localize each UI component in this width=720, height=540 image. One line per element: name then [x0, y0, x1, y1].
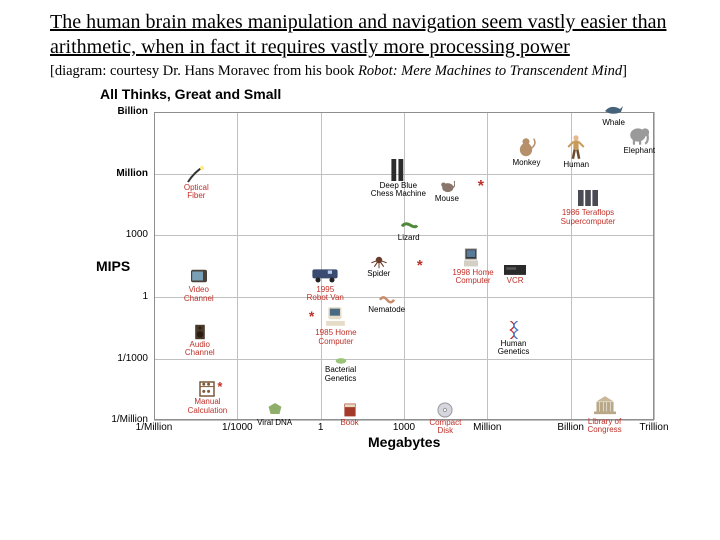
- chart-item-label: Nematode: [368, 306, 405, 314]
- loc-icon: [594, 395, 616, 417]
- credit-prefix: [diagram: courtesy Dr. Hans Moravec from…: [50, 63, 358, 79]
- trajectory-star-icon: *: [309, 308, 314, 324]
- diagram-credit: [diagram: courtesy Dr. Hans Moravec from…: [50, 62, 680, 80]
- trajectory-star-icon: *: [478, 178, 484, 196]
- virus-icon: [267, 402, 283, 418]
- x-tick-label: 1000: [384, 422, 424, 433]
- chart-item-label: Elephant: [624, 147, 656, 155]
- gridline-v: [237, 112, 238, 420]
- chart-item-label: Mouse: [435, 195, 459, 203]
- chart-item-label: HumanGenetics: [498, 340, 530, 357]
- x-axis-title: Megabytes: [368, 434, 440, 450]
- elephant-icon: [628, 124, 650, 146]
- x-tick-label: Million: [467, 422, 507, 433]
- y-tick-label: 1000: [96, 229, 148, 240]
- pc98-icon: [463, 248, 483, 268]
- chart-title: All Thinks, Great and Small: [100, 86, 281, 102]
- gridline-v: [404, 112, 405, 420]
- gridline-v: [154, 112, 155, 420]
- cd-icon: [437, 402, 453, 418]
- gridline-h: [154, 420, 654, 421]
- credit-title: Robot: Mere Machines to Transcendent Min…: [358, 63, 622, 79]
- chart-item-optical-fiber: OpticalFiber: [184, 165, 209, 201]
- y-tick-label: Million: [96, 168, 148, 179]
- speaker-icon: [192, 324, 208, 340]
- y-tick-label: 1/Million: [96, 414, 148, 425]
- chart-item-label: Deep BlueChess Machine: [371, 182, 426, 199]
- chart-item-mouse: Mouse: [435, 178, 459, 203]
- y-axis-title: MIPS: [96, 258, 130, 274]
- y-tick-label: 1/1000: [96, 353, 148, 364]
- chart-item-label: VCR: [507, 277, 524, 285]
- tv-icon: [190, 267, 208, 285]
- page-heading: The human brain makes manipulation and n…: [50, 10, 680, 60]
- x-tick-label: Billion: [551, 422, 591, 433]
- chart-item-compact-disk: CompactDisk: [429, 402, 461, 436]
- credit-suffix: ]: [622, 63, 627, 79]
- chart-item-bacterial-genetics: BacterialGenetics: [325, 356, 357, 384]
- chart-item-label: Spider: [367, 270, 390, 278]
- x-tick-label: Trillion: [634, 422, 674, 433]
- van-icon: [311, 266, 339, 284]
- pc85-icon: [325, 306, 347, 328]
- gridline-v: [487, 112, 488, 420]
- chart-item-human: Human: [563, 134, 589, 169]
- chart-item-supercomputer: 1986 TeraflopsSupercomputer: [561, 188, 616, 226]
- y-tick-label: 1: [96, 291, 148, 302]
- chart: All Thinks, Great and Small MIPS Optical…: [96, 86, 676, 462]
- x-tick-label: 1: [301, 422, 341, 433]
- trajectory-star-icon: *: [417, 257, 423, 274]
- chart-item-spider: Spider: [367, 251, 390, 278]
- gridline-v: [654, 112, 655, 420]
- chart-item-nematode: Nematode: [368, 295, 405, 314]
- x-tick-label: 1/1000: [217, 422, 257, 433]
- chart-item-vcr: VCR: [504, 265, 526, 285]
- dna-icon: [505, 321, 523, 339]
- chart-item-human-genetics: HumanGenetics: [498, 321, 530, 357]
- gridline-v: [571, 112, 572, 420]
- super-icon: [578, 188, 598, 208]
- gridline-v: [321, 112, 322, 420]
- lizard-icon: [400, 220, 418, 233]
- chart-item-monkey: Monkey: [512, 136, 540, 167]
- chart-item-label: AudioChannel: [185, 341, 215, 358]
- chart-item-label: Monkey: [512, 159, 540, 167]
- book-icon: [342, 402, 358, 418]
- chart-item-book: Book: [340, 402, 358, 427]
- chart-item-label: BacterialGenetics: [325, 366, 357, 383]
- chart-item-label: VideoChannel: [184, 286, 214, 303]
- chart-item-label: ManualCalculation: [188, 398, 228, 415]
- chart-item-label: CompactDisk: [429, 419, 461, 436]
- chart-item-label: OpticalFiber: [184, 184, 209, 201]
- chart-item-label: Whale: [602, 119, 625, 127]
- chart-item-audio-channel: AudioChannel: [185, 324, 215, 358]
- chart-item-library-congress: Library ofCongress: [587, 395, 621, 435]
- chart-item-label: 1995Robot Van: [307, 286, 344, 303]
- chart-item-label: Human: [563, 161, 589, 169]
- deepblue-icon: [387, 159, 409, 181]
- chart-plot-area: OpticalFiber Deep BlueChess Machine Mouse M…: [154, 112, 654, 420]
- y-tick-label: Billion: [96, 106, 148, 117]
- spider-icon: [370, 251, 388, 269]
- bact-icon: [334, 356, 348, 366]
- monkey-icon: [515, 136, 537, 158]
- human-icon: [563, 134, 589, 160]
- chart-item-label: 1986 TeraflopsSupercomputer: [561, 209, 616, 226]
- abacus-icon: [199, 381, 215, 397]
- mouse-icon: [439, 178, 455, 194]
- vcr-icon: [504, 265, 526, 276]
- chart-item-elephant: Elephant: [624, 124, 656, 155]
- trajectory-star-icon: *: [217, 379, 222, 394]
- chart-item-whale: Whale: [602, 104, 625, 127]
- chart-item-lizard: Lizard: [398, 220, 420, 242]
- chart-item-viral-dna: Viral DNA: [257, 402, 292, 427]
- chart-item-deep-blue: Deep BlueChess Machine: [371, 159, 426, 199]
